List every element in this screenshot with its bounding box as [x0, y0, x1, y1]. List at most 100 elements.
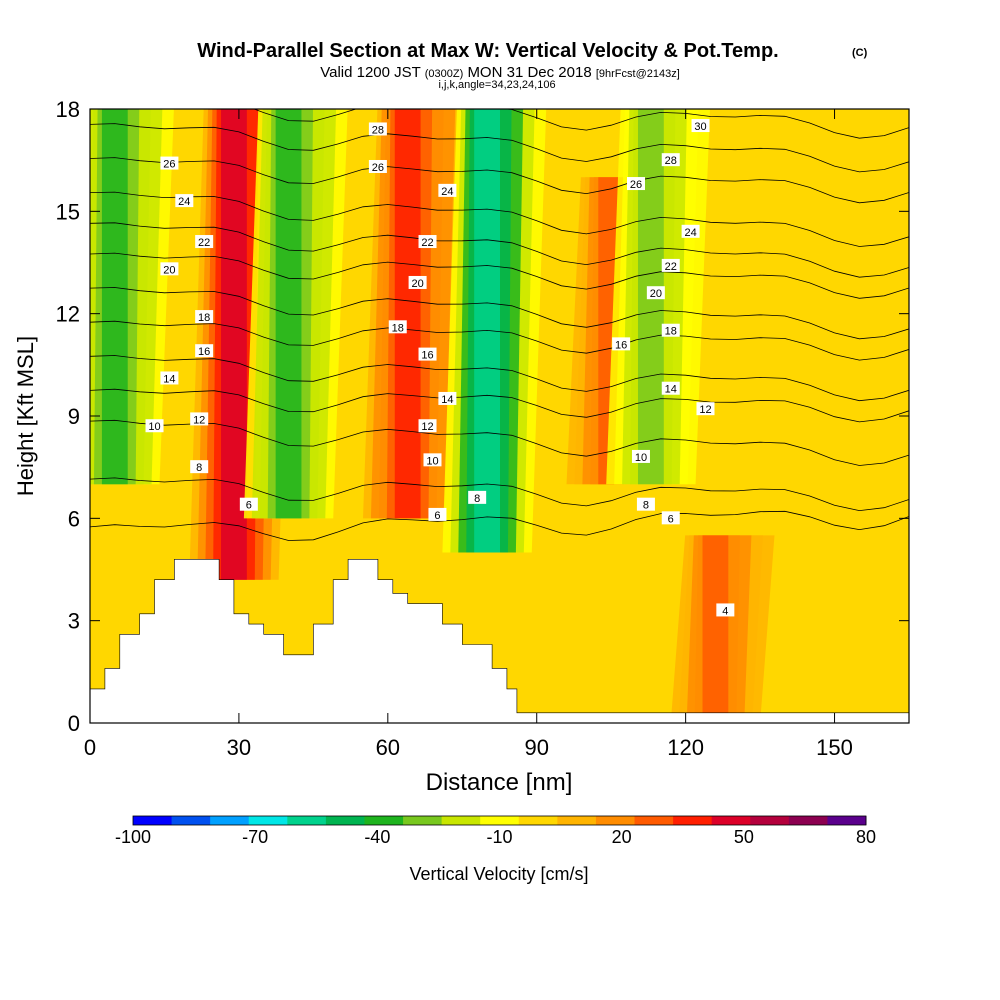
contour-label-bg	[428, 507, 447, 521]
chart-subtitle: Valid 1200 JST (0300Z) MON 31 Dec 2018 […	[320, 64, 680, 81]
contour-label: 20	[650, 288, 662, 300]
pot-temp-contour	[90, 123, 909, 173]
contour-label-bg	[190, 412, 209, 426]
velocity-cell	[221, 109, 247, 580]
contour-label-bg	[468, 490, 487, 504]
contour-label: 16	[421, 350, 433, 362]
pot-temp-contour	[90, 157, 909, 204]
colorbar-tick-label: -100	[115, 827, 151, 847]
colorbar-swatch	[518, 816, 558, 825]
contour-label: 14	[665, 384, 677, 396]
contour-label: 18	[392, 322, 404, 334]
velocity-cell	[702, 535, 729, 723]
contour-label: 16	[615, 339, 627, 351]
contour-label: 24	[684, 227, 696, 239]
contour-label: 12	[421, 421, 433, 433]
contour-label-bg	[368, 159, 387, 173]
contour-label-bg	[388, 320, 407, 334]
colorbar-swatch	[595, 816, 636, 825]
contour-label-bg	[368, 122, 387, 136]
contour-label-bg	[627, 177, 645, 191]
colorbar-swatch	[248, 816, 288, 825]
contour-label: 28	[665, 155, 677, 167]
colorbar-swatch	[441, 816, 481, 825]
contour-label: 20	[411, 278, 423, 290]
x-tick-label: 90	[524, 735, 548, 760]
colorbar-swatch	[287, 816, 327, 825]
colorbar-swatch	[364, 816, 404, 825]
contour-label-bg	[646, 286, 665, 300]
y-tick-label: 18	[56, 97, 80, 122]
contour-label-bg	[661, 381, 680, 395]
colorbar-swatch	[827, 816, 867, 825]
y-axis-ticks: 0 3 6 9 12 15 18	[56, 97, 909, 736]
contour-label: 16	[198, 346, 210, 358]
contour-label-bg	[438, 391, 457, 405]
contour-label: 10	[426, 455, 438, 467]
contour-label-bg	[145, 419, 164, 433]
contour-label-bg	[661, 153, 680, 167]
contour-label-bg	[661, 323, 680, 337]
contour-label: 24	[441, 186, 453, 198]
x-tick-label: 120	[667, 735, 704, 760]
pot-temp-contour	[90, 419, 909, 466]
contour-label: 26	[372, 162, 384, 174]
contour-label-bg	[418, 419, 437, 433]
colorbar-frame	[132, 815, 867, 826]
chart-title: Wind-Parallel Section at Max W: Vertical…	[197, 40, 778, 62]
contour-label: 20	[163, 264, 175, 276]
contour-label-bg	[631, 449, 650, 463]
contour-label: 4	[722, 605, 728, 617]
contour-label: 12	[193, 414, 205, 426]
pot-temp-contour	[90, 287, 909, 340]
grid-indices: i,j,k,angle=34,23,24,106	[438, 79, 555, 91]
y-axis-label: Height [Kft MSL]	[13, 336, 38, 496]
contour-label: 8	[474, 493, 480, 505]
subtitle-forecast: [9hrFcst@2143z]	[596, 68, 680, 80]
contour-label: 22	[421, 237, 433, 249]
colorbar-swatch	[634, 816, 674, 825]
contour-label-bg	[716, 603, 735, 617]
velocity-cell	[275, 109, 302, 519]
contour-label-bg	[160, 156, 179, 170]
colorbar-label: Vertical Velocity [cm/s]	[409, 864, 588, 884]
colorbar-swatch	[403, 816, 443, 825]
chart-title-group: Wind-Parallel Section at Max W: Vertical…	[197, 40, 867, 62]
contour-label: 18	[665, 326, 677, 338]
contour-label-bg	[438, 183, 457, 197]
pot-temp-contour	[90, 510, 909, 541]
pot-temp-contour	[90, 252, 909, 299]
colorbar	[132, 815, 867, 826]
contour-label: 8	[643, 500, 649, 512]
contour-label-bg	[423, 453, 442, 467]
contour-label: 12	[699, 404, 711, 416]
colorbar-swatch	[171, 816, 211, 825]
pot-temp-contour	[90, 388, 909, 423]
terrain-mask	[90, 559, 909, 723]
contour-label-bg	[661, 258, 680, 272]
colorbar-tick-label: -10	[486, 827, 512, 847]
colorbar-swatch	[480, 816, 520, 825]
contour-label-bg	[612, 337, 631, 351]
colorbar-swatch	[133, 816, 173, 825]
subtitle-date: MON 31 Dec 2018	[467, 64, 591, 81]
pot-temp-contours	[90, 109, 909, 541]
contour-label: 10	[148, 421, 160, 433]
pot-temp-contour	[90, 477, 909, 512]
contour-label-bg	[195, 344, 214, 358]
x-tick-label: 60	[376, 735, 400, 760]
contour-label-bg	[160, 371, 179, 385]
colorbar-swatch	[673, 816, 713, 825]
plot-area: 4 6 6 6 8 8 8 10 10 10 12 12 12 14 14 14 16 16 16 18 18 18 20 2…	[90, 109, 909, 723]
y-tick-label: 12	[56, 302, 80, 327]
contour-label: 26	[630, 179, 642, 191]
contour-label: 14	[441, 394, 453, 406]
contour-label-bg	[636, 497, 655, 511]
contour-label-bg	[239, 497, 258, 511]
contour-label: 18	[198, 312, 210, 324]
x-axis-label: Distance [nm]	[426, 769, 573, 796]
contour-label-bg	[696, 402, 715, 416]
pot-temp-contour	[90, 355, 909, 402]
y-tick-label: 6	[68, 506, 80, 531]
